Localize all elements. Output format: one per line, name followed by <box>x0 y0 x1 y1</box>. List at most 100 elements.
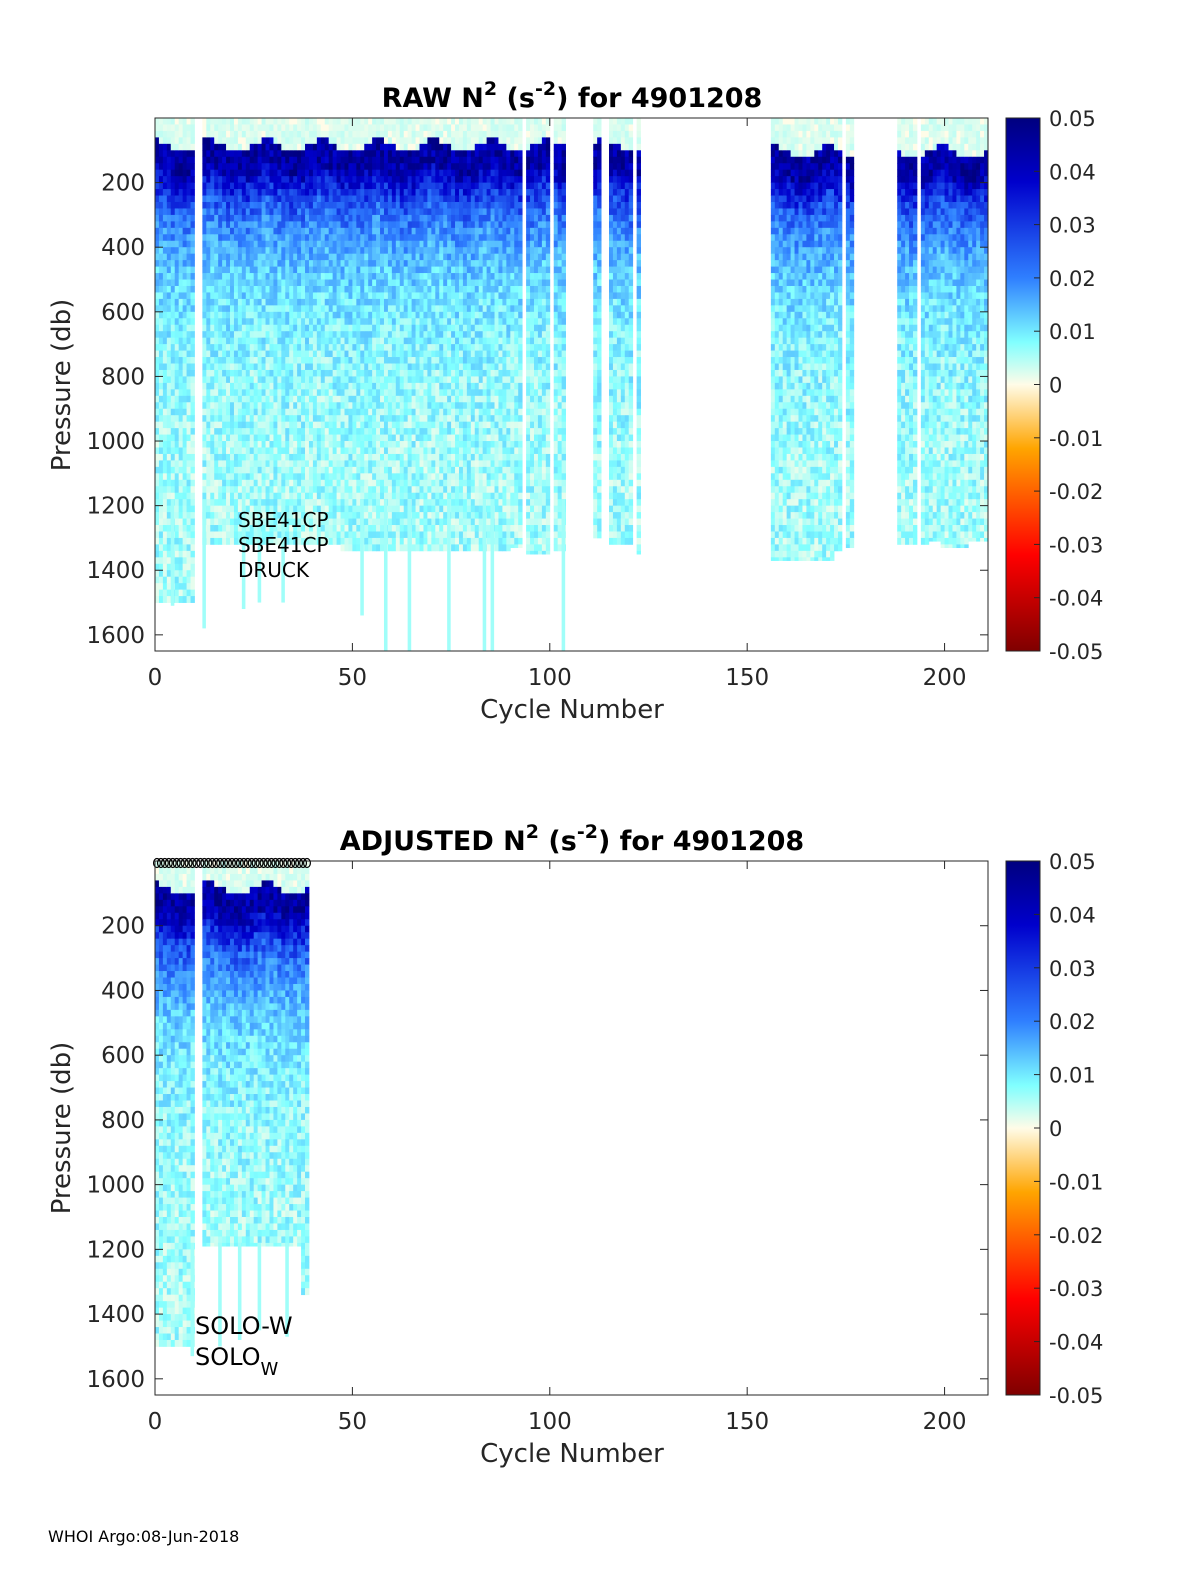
heatmap-cell <box>174 214 180 222</box>
heatmap-cell <box>218 150 223 158</box>
heatmap-cell <box>451 389 456 397</box>
heatmap-cell <box>206 357 211 364</box>
heatmap-cell <box>273 389 278 397</box>
heatmap-cell <box>336 402 341 410</box>
heatmap-cell <box>241 382 247 390</box>
heatmap-cell <box>435 163 440 171</box>
heatmap-cell <box>162 447 168 455</box>
heatmap-cell <box>356 189 361 196</box>
heatmap-cell <box>435 240 440 248</box>
heatmap-cell <box>403 402 409 410</box>
heatmap-cell <box>214 408 219 416</box>
heatmap-cell <box>269 234 274 242</box>
heatmap-cell <box>447 402 452 410</box>
heatmap-cell <box>308 531 314 539</box>
heatmap-cell <box>383 479 389 487</box>
heatmap-cell <box>249 318 255 326</box>
heatmap-cell <box>301 382 306 390</box>
heatmap-cell <box>324 344 330 351</box>
heatmap-cell <box>320 369 326 377</box>
heatmap-cell <box>316 285 322 293</box>
heatmap-cell <box>352 260 357 267</box>
heatmap-cell <box>443 512 448 519</box>
heatmap-cell <box>348 182 353 190</box>
heatmap-cell <box>218 492 223 500</box>
heatmap-cell <box>380 189 385 196</box>
heatmap-cell <box>376 421 381 429</box>
heatmap-cell <box>166 189 172 196</box>
heatmap-cell <box>210 150 215 158</box>
heatmap-cell <box>222 279 227 287</box>
heatmap-cell <box>301 285 306 293</box>
heatmap-cell <box>265 453 270 461</box>
heatmap-cell <box>206 201 211 209</box>
heatmap-cell <box>427 350 432 358</box>
heatmap-cell <box>395 453 401 461</box>
heatmap-cell <box>241 428 247 435</box>
heatmap-cell <box>233 525 239 532</box>
heatmap-cell <box>348 337 353 345</box>
heatmap-cell <box>249 208 255 216</box>
heatmap-cell <box>364 421 369 429</box>
heatmap-cell <box>269 176 274 184</box>
heatmap-cell <box>230 389 235 397</box>
heatmap-cell <box>352 473 357 481</box>
heatmap-cell <box>273 260 278 267</box>
heatmap-cell <box>407 279 413 287</box>
heatmap-cell <box>376 221 381 229</box>
heatmap-cell <box>249 499 255 507</box>
heatmap-cell <box>245 150 251 158</box>
heatmap-cell <box>320 150 326 158</box>
heatmap-cell <box>415 273 420 280</box>
heatmap-cell <box>407 357 413 364</box>
heatmap-cell <box>387 143 393 151</box>
heatmap-cell <box>308 182 314 190</box>
heatmap-cell <box>162 285 168 293</box>
heatmap-cell <box>233 382 239 390</box>
heatmap-cell <box>249 247 255 255</box>
heatmap-cell <box>308 214 314 222</box>
heatmap-cell <box>170 124 176 132</box>
heatmap-cell <box>332 221 337 229</box>
heatmap-cell <box>387 163 393 171</box>
heatmap-cell <box>399 214 405 222</box>
heatmap-cell <box>174 247 180 255</box>
heatmap-cell <box>155 169 160 177</box>
heatmap-cell <box>336 453 341 461</box>
heatmap-cell <box>281 479 286 487</box>
heatmap-cell <box>348 544 353 552</box>
heatmap-cell <box>340 402 345 410</box>
heatmap-cell <box>368 163 373 171</box>
heatmap-cell <box>419 253 424 261</box>
heatmap-cell <box>190 395 195 403</box>
heatmap-cell <box>170 156 176 164</box>
heatmap-cell <box>427 525 432 532</box>
heatmap-cell <box>383 305 389 313</box>
heatmap-cell <box>245 118 251 125</box>
heatmap-cell <box>415 486 420 494</box>
heatmap-cell <box>166 331 172 339</box>
heatmap-cell <box>395 137 401 145</box>
heatmap-cell <box>415 253 420 261</box>
heatmap-cell <box>277 344 282 351</box>
heatmap-cell <box>415 363 420 371</box>
heatmap-cell <box>202 279 207 287</box>
heatmap-cell <box>431 344 436 351</box>
heatmap-cell <box>340 169 345 177</box>
heatmap-cell <box>178 492 184 500</box>
heatmap-cell <box>186 260 191 267</box>
heatmap-cell <box>273 460 278 468</box>
heatmap-cell <box>380 395 385 403</box>
heatmap-cell <box>241 169 247 177</box>
heatmap-cell <box>202 311 207 319</box>
heatmap-cell <box>395 344 401 351</box>
heatmap-cell <box>166 576 172 584</box>
heatmap-cell <box>419 344 424 351</box>
heatmap-cell <box>273 324 278 332</box>
heatmap-cell <box>245 441 251 448</box>
heatmap-cell <box>312 324 318 332</box>
heatmap-cell <box>387 453 393 461</box>
heatmap-cell <box>214 421 219 429</box>
heatmap-cell <box>320 525 326 532</box>
